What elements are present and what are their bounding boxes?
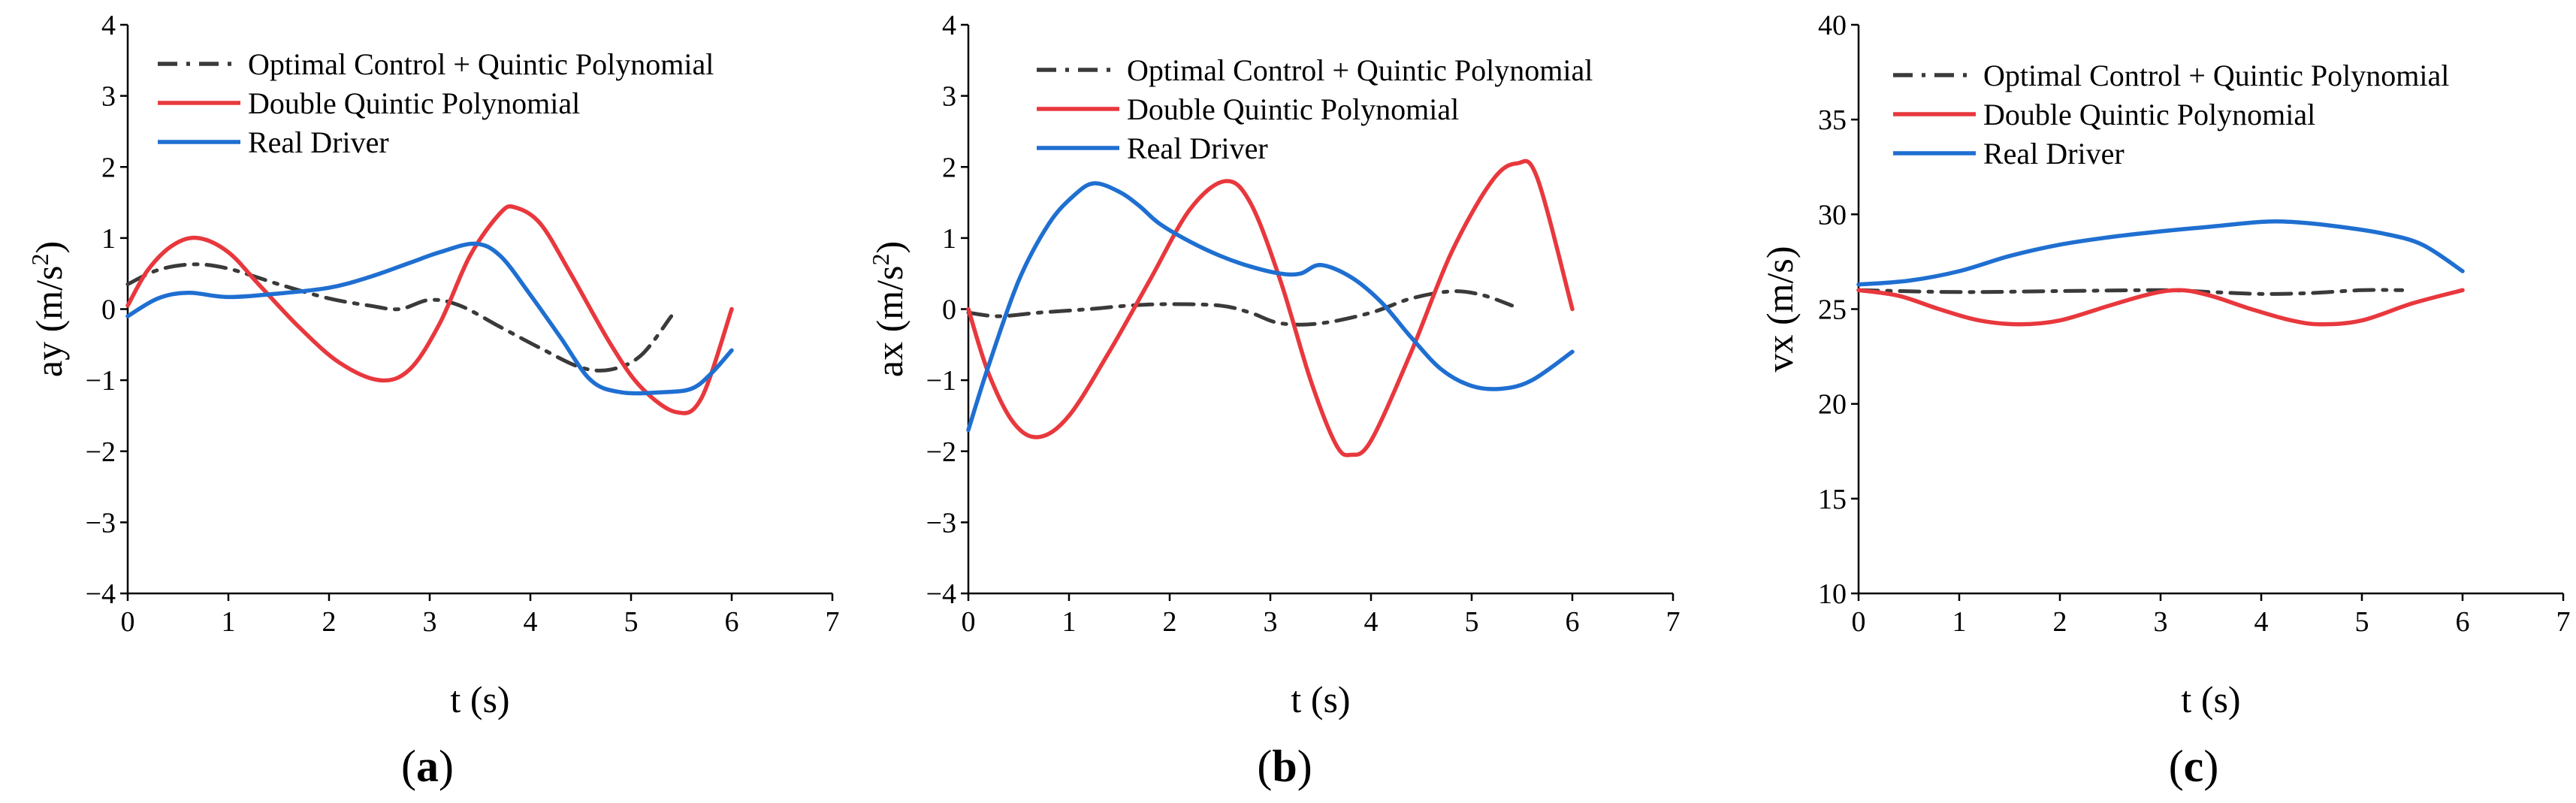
panel-label: (b) bbox=[1257, 741, 1312, 791]
series-line-double bbox=[125, 204, 734, 415]
x-tick-label: 6 bbox=[1566, 606, 1580, 638]
y-tick-label: 4 bbox=[942, 10, 956, 41]
y-tick-label: 2 bbox=[942, 152, 956, 183]
panel-label-open: ( bbox=[1257, 741, 1272, 791]
legend: Optimal Control + Quintic Polynomial Doub… bbox=[1037, 53, 1593, 165]
panel-label: (a) bbox=[401, 741, 454, 791]
legend-label: Double Quintic Polynomial bbox=[1127, 92, 1459, 126]
panel-label-open: ( bbox=[401, 741, 416, 791]
y-tick-label: −1 bbox=[926, 365, 956, 397]
y-axis-label: ay (m/s2) bbox=[26, 241, 70, 377]
legend-label: Double Quintic Polynomial bbox=[248, 86, 580, 120]
y-tick-label: 0 bbox=[942, 294, 956, 326]
x-tick-label: 7 bbox=[1666, 606, 1681, 638]
panel-label-letter: a bbox=[416, 741, 439, 791]
y-tick-label: 1 bbox=[942, 223, 956, 255]
y-tick-label: 10 bbox=[1818, 578, 1847, 610]
series-line-double bbox=[1856, 288, 2465, 327]
y-tick-label: −2 bbox=[926, 436, 956, 468]
series-line-optimal bbox=[125, 262, 674, 373]
y-axis-label-base: ay (m/s bbox=[28, 266, 70, 378]
x-tick-label: 1 bbox=[1062, 606, 1077, 638]
x-tick-label: 2 bbox=[322, 606, 337, 638]
y-axis-label-base: vx (m/s) bbox=[1759, 246, 1801, 372]
x-tick-label: 7 bbox=[2556, 606, 2571, 638]
legend-label: Real Driver bbox=[248, 125, 389, 159]
x-axis-label: t (s) bbox=[1291, 678, 1350, 720]
y-axis-label-base: ax (m/s bbox=[868, 266, 911, 378]
panel-label-letter: c bbox=[2184, 741, 2204, 791]
panel-label-close: ) bbox=[439, 741, 454, 791]
y-tick-label: 2 bbox=[101, 152, 116, 183]
series-line-optimal bbox=[966, 289, 1514, 327]
y-tick-label: 1 bbox=[101, 223, 116, 255]
x-axis-label: t (s) bbox=[2181, 678, 2240, 720]
legend-label: Optimal Control + Quintic Polynomial bbox=[1983, 59, 2449, 92]
y-axis-label: vx (m/s) bbox=[1759, 246, 1801, 372]
x-tick-label: 3 bbox=[2154, 606, 2168, 638]
series-line-real bbox=[125, 241, 734, 396]
y-tick-label: 25 bbox=[1818, 294, 1847, 326]
legend-label: Real Driver bbox=[1983, 137, 2125, 171]
series-line-optimal bbox=[1856, 288, 2405, 296]
legend-label: Real Driver bbox=[1127, 131, 1268, 165]
chart-panel-c: 10 15 20 25 30 35 40 0 1 2 3 4 5 6 7 t (s) vx (m/s) Optim… bbox=[1759, 10, 2571, 791]
x-tick-label: 6 bbox=[2456, 606, 2470, 638]
y-axis-label: ax (m/s2) bbox=[867, 241, 911, 377]
y-tick-label: −4 bbox=[86, 578, 116, 610]
y-tick-label: 3 bbox=[101, 81, 116, 113]
y-axis-label-sup: 2 bbox=[867, 254, 894, 266]
x-tick-label: 0 bbox=[962, 606, 976, 638]
y-tick-label: −2 bbox=[86, 436, 116, 468]
y-tick-label: 20 bbox=[1818, 389, 1847, 421]
x-tick-label: 2 bbox=[2053, 606, 2067, 638]
x-tick-label: 7 bbox=[826, 606, 840, 638]
legend: Optimal Control + Quintic Polynomial Doub… bbox=[158, 47, 714, 159]
y-axis-label-sup: 2 bbox=[26, 254, 53, 266]
y-tick-label: 30 bbox=[1818, 199, 1847, 231]
x-axis-label: t (s) bbox=[450, 678, 509, 720]
panel-label-close: ) bbox=[1297, 741, 1312, 791]
legend-label: Optimal Control + Quintic Polynomial bbox=[248, 47, 714, 81]
y-tick-label: −1 bbox=[86, 365, 116, 397]
series-line-real bbox=[1856, 219, 2465, 287]
legend: Optimal Control + Quintic Polynomial Doub… bbox=[1893, 59, 2449, 171]
x-tick-label: 5 bbox=[624, 606, 639, 638]
y-tick-label: 40 bbox=[1818, 10, 1847, 41]
y-tick-label: 35 bbox=[1818, 104, 1847, 136]
series-line-double bbox=[966, 158, 1575, 457]
x-tick-label: 1 bbox=[222, 606, 236, 638]
panel-label-close: ) bbox=[2203, 741, 2218, 791]
x-tick-label: 3 bbox=[423, 606, 437, 638]
x-tick-label: 5 bbox=[2355, 606, 2369, 638]
legend-label: Optimal Control + Quintic Polynomial bbox=[1127, 53, 1593, 87]
panel-label-letter: b bbox=[1272, 741, 1297, 791]
y-tick-label: 0 bbox=[101, 294, 116, 326]
x-tick-label: 4 bbox=[1364, 606, 1379, 638]
x-tick-label: 3 bbox=[1264, 606, 1278, 638]
x-tick-label: 5 bbox=[1465, 606, 1479, 638]
legend-label: Double Quintic Polynomial bbox=[1983, 98, 2315, 131]
y-tick-label: 4 bbox=[101, 10, 116, 41]
x-tick-label: 4 bbox=[524, 606, 538, 638]
x-tick-label: 2 bbox=[1163, 606, 1177, 638]
y-tick-label: −3 bbox=[926, 507, 956, 539]
x-tick-label: 0 bbox=[1852, 606, 1866, 638]
x-tick-label: 0 bbox=[121, 606, 135, 638]
panel-label-open: ( bbox=[2169, 741, 2184, 791]
y-axis-label-end: ) bbox=[28, 241, 70, 254]
y-tick-label: −3 bbox=[86, 507, 116, 539]
x-tick-label: 1 bbox=[1952, 606, 1967, 638]
series-line-real bbox=[966, 181, 1575, 433]
y-tick-label: 3 bbox=[942, 81, 956, 113]
x-tick-label: 4 bbox=[2254, 606, 2269, 638]
y-tick-label: 15 bbox=[1818, 484, 1847, 515]
y-tick-label: −4 bbox=[926, 578, 956, 610]
panel-label: (c) bbox=[2169, 741, 2219, 791]
x-tick-label: 6 bbox=[725, 606, 739, 638]
y-axis-label-end: ) bbox=[868, 241, 911, 254]
